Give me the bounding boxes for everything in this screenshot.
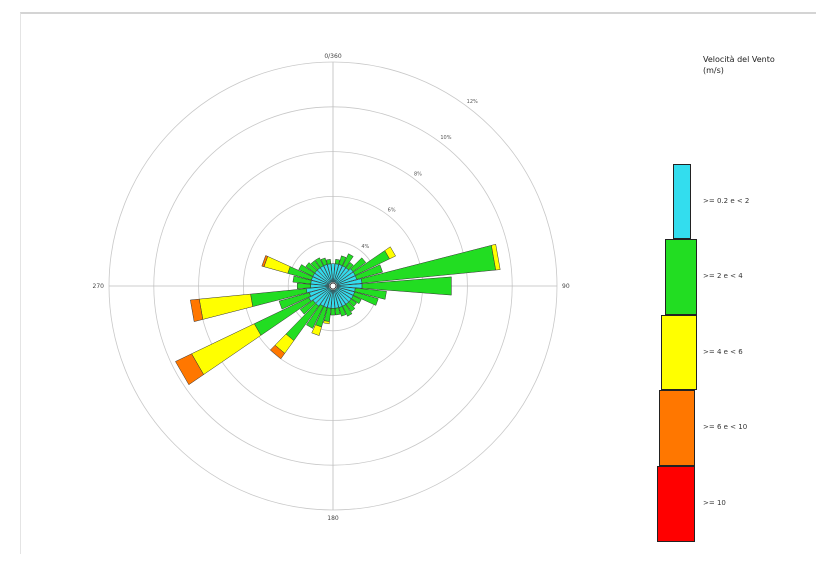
legend-title-line-2: (m/s) <box>703 66 724 75</box>
sector-140-bin-2 <box>345 301 356 312</box>
center-mark <box>329 282 337 290</box>
sector-100-bin-2 <box>354 287 387 300</box>
sector-0-bin-1 <box>331 263 335 283</box>
sector-240-bin-4 <box>175 353 204 386</box>
sector-20-bin-2 <box>338 255 347 266</box>
ring-label-3: 8% <box>414 171 422 177</box>
legend-swatch-3 <box>661 315 697 390</box>
sector-220-bin-4 <box>269 344 286 360</box>
legend-label-4: >= 6 e < 10 <box>703 423 748 431</box>
sector-230-bin-2 <box>299 300 316 315</box>
sector-80-bin-3 <box>491 243 501 271</box>
legend-colorbar <box>657 164 707 544</box>
legend-swatch-1 <box>673 164 691 239</box>
sector-120-bin-2 <box>351 295 362 305</box>
sector-60-bin-3 <box>384 246 396 260</box>
legend-title: Velocità del Vento (m/s) <box>703 54 823 76</box>
ring-label-4: 10% <box>440 135 451 141</box>
legend-swatch-2 <box>665 239 697 315</box>
sector-300-bin-2 <box>298 264 315 277</box>
sector-40-bin-2 <box>345 261 354 271</box>
wind-rose-chart: 4% 6% 8% 10% 12% 0/360 90 180 270 <box>93 53 570 522</box>
sector-310-bin-2 <box>305 262 318 274</box>
sector-340-bin-2 <box>320 257 328 266</box>
sector-270-bin-2 <box>297 282 311 290</box>
sector-150-bin-2 <box>342 304 353 317</box>
sector-290-bin-4 <box>261 255 269 268</box>
sector-260-bin-4 <box>190 298 204 322</box>
legend-label-5: >= 10 <box>703 499 726 507</box>
sector-130-bin-2 <box>348 298 358 307</box>
axis-label-east: 90 <box>562 283 570 290</box>
ring-label-2: 6% <box>388 208 396 214</box>
sector-280-bin-2 <box>292 275 312 285</box>
legend-swatch-5 <box>657 466 695 542</box>
sector-200-bin-3 <box>311 324 322 336</box>
legend-title-line-1: Velocità del Vento <box>703 55 775 64</box>
sector-160-bin-2 <box>338 306 347 317</box>
sector-250-bin-2 <box>278 292 311 310</box>
sector-170-bin-2 <box>334 307 341 316</box>
legend-label-2: >= 2 e < 4 <box>703 272 743 280</box>
sector-350-bin-2 <box>326 258 332 265</box>
sector-330-bin-2 <box>314 257 324 268</box>
sector-240-bin-3 <box>191 323 262 375</box>
axis-label-south: 180 <box>327 515 339 522</box>
sector-210-bin-2 <box>306 304 324 329</box>
legend-swatch-4 <box>659 390 695 466</box>
legend-label-1: >= 0.2 e < 2 <box>703 196 750 205</box>
chart-frame: 4% 6% 8% 10% 12% 0/360 90 180 270 Velocità del V… <box>20 12 816 554</box>
sector-10-bin-2 <box>334 258 340 265</box>
ring-label-5: 12% <box>467 99 478 105</box>
sector-260-bin-3 <box>198 293 254 320</box>
axis-label-north: 0/360 <box>324 53 341 60</box>
sector-30-bin-2 <box>342 253 354 268</box>
sector-190-bin-3 <box>323 320 330 325</box>
legend-label-3: >= 4 e < 6 <box>703 347 743 356</box>
sector-290-bin-3 <box>263 256 291 274</box>
sector-70-bin-2 <box>355 264 383 280</box>
ring-label-1: 4% <box>361 244 369 250</box>
sector-50-bin-2 <box>350 257 367 272</box>
sector-110-bin-2 <box>353 291 379 306</box>
sector-90-bin-2 <box>361 276 452 296</box>
axis-label-west: 270 <box>93 283 105 290</box>
sector-80-bin-2 <box>360 245 497 284</box>
sector-320-bin-2 <box>310 260 321 271</box>
sector-180-bin-2 <box>330 308 336 316</box>
